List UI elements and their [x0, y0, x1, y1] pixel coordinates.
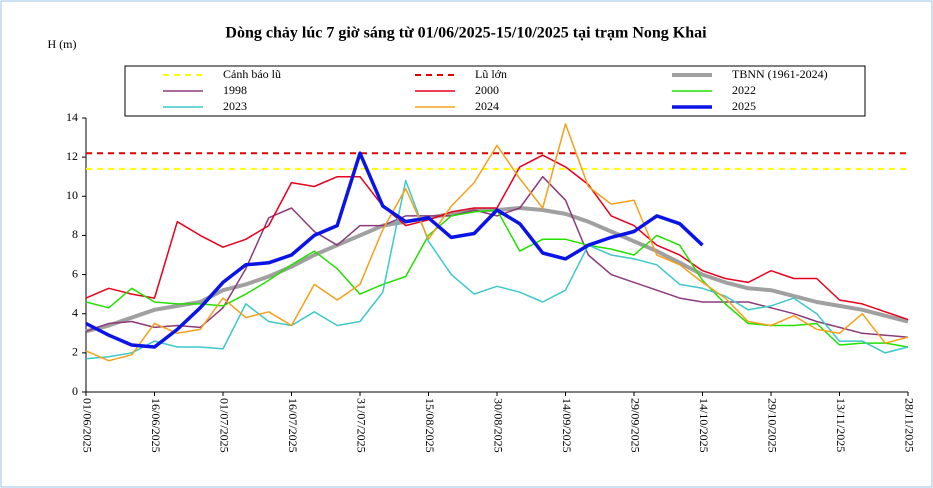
series-line [85, 209, 909, 348]
y-tick-label: 0 [72, 384, 78, 398]
legend-label: 2023 [223, 99, 247, 113]
y-tick-label: 8 [72, 227, 78, 241]
legend-label: 2025 [732, 99, 756, 113]
legend-label: 2022 [732, 83, 756, 97]
x-tick-label: 28/11/2025 [902, 398, 916, 452]
y-tick-label: 6 [72, 266, 78, 280]
x-tick-label: 01/07/2025 [217, 398, 231, 453]
legend [124, 65, 866, 117]
x-tick-label: 16/06/2025 [149, 398, 163, 453]
x-tick-label: 14/09/2025 [560, 398, 574, 453]
y-axis-label: H (m) [48, 37, 77, 51]
series-line [85, 179, 909, 360]
x-tick-label: 14/10/2025 [697, 398, 711, 453]
x-tick-label: 15/08/2025 [423, 398, 437, 453]
chart-title: Dòng chảy lúc 7 giờ sáng từ 01/06/2025-1… [225, 25, 707, 42]
y-tick-label: 10 [66, 188, 78, 202]
legend-label: 1998 [223, 83, 247, 97]
x-tick-label: 30/08/2025 [491, 398, 505, 453]
legend-label: Cảnh báo lũ [223, 67, 281, 81]
y-tick-label: 2 [72, 345, 78, 359]
series-line [85, 123, 909, 362]
series-line [85, 151, 704, 349]
legend-label: Lũ lớn [475, 67, 507, 81]
x-tick-label: 29/10/2025 [765, 398, 779, 453]
x-tick-label: 01/06/2025 [80, 398, 94, 453]
legend-label: TBNN (1961-2024) [732, 67, 828, 81]
legend-label: 2000 [475, 83, 499, 97]
y-tick-label: 4 [72, 305, 78, 319]
legend-label: 2024 [475, 99, 499, 113]
y-tick-label: 14 [66, 110, 78, 124]
series-line [85, 175, 909, 338]
x-tick-label: 13/11/2025 [834, 398, 848, 452]
x-tick-label: 16/07/2025 [286, 398, 300, 453]
y-tick-label: 12 [66, 149, 78, 163]
x-tick-label: 29/09/2025 [628, 398, 642, 453]
series-line [85, 154, 909, 321]
series-line [85, 206, 909, 334]
x-tick-label: 31/07/2025 [354, 398, 368, 453]
